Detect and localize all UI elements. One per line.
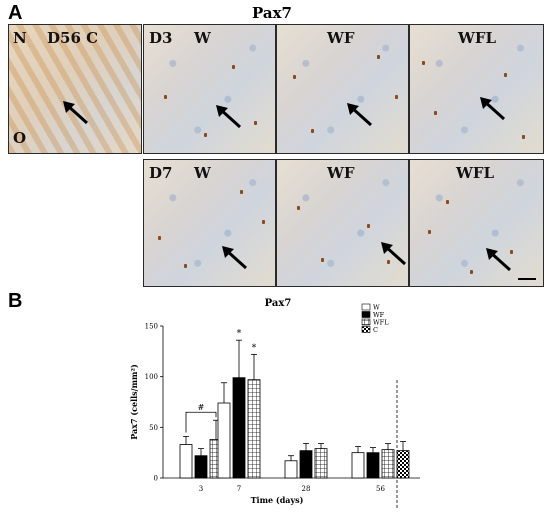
x-tick-label: 28 — [302, 485, 311, 493]
bar-wf-day-7 — [232, 377, 246, 479]
y-tick-label: 100 — [145, 373, 158, 381]
legend-label-w: W — [373, 304, 380, 312]
bar-w-day-3 — [179, 444, 193, 479]
arrow-icon — [480, 97, 506, 121]
legend-label-wfl: WFL — [373, 319, 389, 327]
y-tick-label: 150 — [145, 323, 158, 331]
bar-wf-day-3 — [194, 455, 208, 479]
arrow-icon — [486, 248, 512, 272]
micrograph-label-w: W — [194, 29, 211, 47]
micrograph-label-o: O — [13, 129, 27, 147]
arrow-icon — [216, 105, 242, 129]
arrow-icon — [63, 101, 89, 125]
legend-swatch-c — [361, 326, 371, 333]
panel-a-title: Pax7 — [252, 4, 292, 22]
micrograph-d7-wfl: WFL — [409, 159, 544, 287]
legend-swatch-w — [361, 303, 371, 311]
micrograph-label-wfl: WFL — [458, 29, 497, 47]
bar-c-day-56 — [396, 450, 410, 479]
bar-wfl-day-56 — [381, 449, 395, 479]
panel-b-letter: B — [8, 290, 23, 312]
y-tick-label: 0 — [154, 475, 158, 483]
arrow-icon — [222, 246, 248, 270]
micrograph-d3-wfl: WFL — [409, 24, 544, 154]
micrograph-d7-w: D7 W — [143, 159, 276, 287]
significance-marker: * — [252, 343, 257, 353]
legend-swatch-wfl — [361, 318, 371, 326]
panel-a-letter: A — [8, 2, 23, 24]
micrograph-label-wf: WF — [327, 29, 355, 47]
y-tick-label: 50 — [149, 424, 158, 432]
legend-swatch-wf — [361, 311, 371, 318]
scale-bar — [518, 278, 536, 280]
micrograph-label-d7: D7 — [149, 164, 173, 182]
legend-label-c: C — [373, 326, 378, 334]
micrograph-d56-control: N D56 C O — [8, 24, 142, 154]
micrograph-label-n: N — [13, 29, 27, 47]
bar-w-day-28 — [284, 460, 298, 479]
bar-wfl-day-7 — [247, 379, 261, 479]
micrograph-label-wf: WF — [327, 164, 355, 182]
x-tick-label: 3 — [199, 485, 203, 493]
bar-wf-day-56 — [366, 452, 380, 479]
x-tick-label: 7 — [237, 485, 241, 493]
chart-title: Pax7 — [265, 298, 292, 309]
significance-bracket — [185, 411, 217, 433]
micrograph-d7-wf: WF — [276, 159, 409, 287]
arrow-icon — [381, 242, 407, 266]
micrograph-label-d56c: D56 C — [47, 29, 99, 47]
bar-w-day-56 — [351, 452, 365, 479]
significance-marker: # — [198, 403, 205, 412]
micrograph-label-w: W — [194, 164, 211, 182]
micrograph-d3-wf: WF — [276, 24, 409, 154]
bar-wfl-day-28 — [314, 448, 328, 479]
micrograph-label-wfl: WFL — [456, 164, 495, 182]
bar-w-day-7 — [217, 402, 231, 479]
y-axis-label: Pax7 (cells/mm²) — [129, 364, 139, 440]
legend-label-wf: WF — [373, 311, 385, 319]
micrograph-d3-w: D3 W — [143, 24, 276, 154]
bar-wf-day-28 — [299, 450, 313, 479]
micrograph-label-d3: D3 — [149, 29, 173, 47]
significance-marker: * — [237, 329, 242, 339]
arrow-icon — [347, 103, 373, 127]
x-tick-label: 56 — [376, 485, 385, 493]
x-axis-label: Time (days) — [251, 495, 304, 505]
